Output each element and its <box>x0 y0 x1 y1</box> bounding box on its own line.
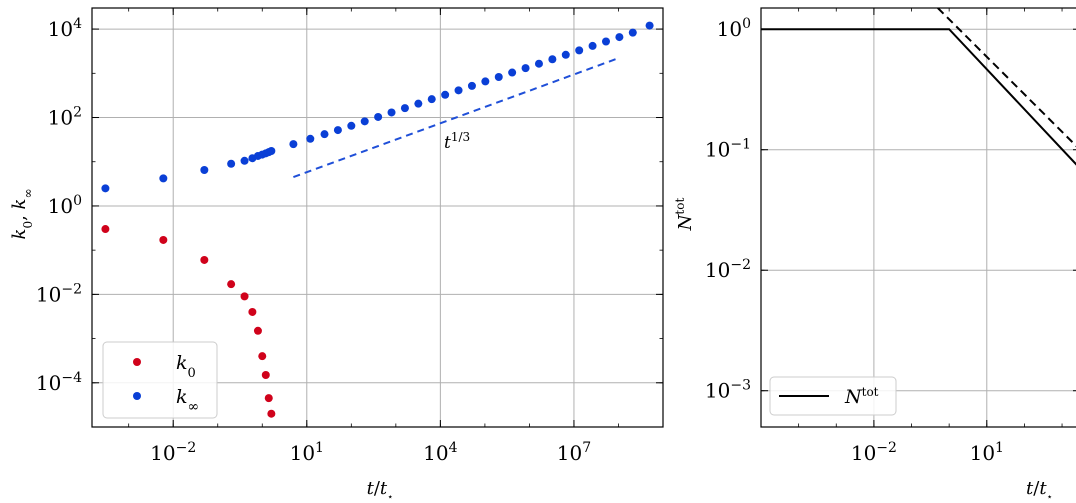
point-k0 <box>264 394 273 403</box>
point-kinf <box>267 146 276 155</box>
point-k0 <box>258 352 267 361</box>
y-tick-label: 10−3 <box>705 378 751 403</box>
y-tick-label: 10−4 <box>36 370 82 395</box>
y-tick-label: 104 <box>48 16 82 41</box>
point-kinf <box>467 81 476 90</box>
guide-t13-line <box>293 57 619 179</box>
point-kinf <box>200 166 209 175</box>
point-kinf <box>289 140 298 149</box>
legend-ntot-label: Ntot <box>844 385 879 408</box>
point-k0 <box>261 371 270 380</box>
point-kinf <box>227 159 236 168</box>
point-kinf <box>575 46 584 55</box>
point-kinf <box>548 55 557 64</box>
left-guide-line <box>293 57 619 179</box>
point-kinf <box>240 156 249 165</box>
point-k0 <box>200 255 209 264</box>
legend-k0-marker <box>133 358 141 366</box>
point-kinf <box>333 126 342 135</box>
guide-label-exp: 1/3 <box>451 130 470 144</box>
point-kinf <box>494 72 503 81</box>
point-kinf <box>320 130 329 139</box>
point-k0 <box>159 235 168 244</box>
y-tick-label: 102 <box>48 105 82 130</box>
guide-label-base: t <box>444 133 451 153</box>
left-data-points <box>101 21 654 418</box>
point-k0 <box>101 225 110 234</box>
point-kinf <box>159 174 168 183</box>
x-tick-label: 107 <box>557 440 591 465</box>
y-tick-label: 10−2 <box>36 281 82 306</box>
point-k0 <box>267 409 276 418</box>
point-k0 <box>227 280 236 289</box>
left-guide-label: t1/3 <box>444 130 470 153</box>
left-tick-labels: 10−2 101 104 107 10−4 10−2 100 102 104 <box>36 16 591 465</box>
legend-kinf-marker <box>133 392 141 400</box>
point-kinf <box>306 134 315 143</box>
point-kinf <box>601 37 610 46</box>
point-kinf <box>427 95 436 104</box>
left-y-axis-label: k0, k∞ <box>9 189 35 240</box>
y-tick-label: 10−2 <box>705 257 751 282</box>
left-legend: k0 k∞ <box>102 341 218 419</box>
right-x-axis-label: t/t⋆ <box>1026 478 1053 503</box>
right-lines <box>761 8 1076 166</box>
x-tick-label: 10−2 <box>150 440 196 465</box>
point-kinf <box>454 86 463 95</box>
right-grid <box>761 8 1076 427</box>
x-tick-label: 104 <box>423 440 457 465</box>
point-kinf <box>534 59 543 68</box>
point-kinf <box>561 50 570 59</box>
left-legend-box <box>102 341 218 419</box>
point-kinf <box>360 117 369 126</box>
left-plot-frame <box>91 7 664 428</box>
x-tick-label: 101 <box>290 440 324 465</box>
point-kinf <box>588 41 597 50</box>
point-kinf <box>481 77 490 86</box>
point-kinf <box>374 112 383 121</box>
right-chart: 10−2 101 10−3 10−2 10−1 100 Ntot t/t⋆ Ntot <box>673 7 1076 503</box>
left-ticks <box>92 8 664 428</box>
x-tick-label: 101 <box>970 440 1004 465</box>
point-kinf <box>400 104 409 113</box>
right-legend-box <box>769 376 897 416</box>
y-tick-label: 100 <box>717 16 751 41</box>
point-kinf <box>441 90 450 99</box>
point-kinf <box>347 121 356 130</box>
left-x-axis-label: t/t⋆ <box>367 478 394 503</box>
legend-kinf-label: k∞ <box>176 386 199 415</box>
point-kinf <box>628 28 637 37</box>
right-legend: Ntot <box>769 376 897 416</box>
point-k0 <box>240 292 249 301</box>
point-kinf <box>508 68 517 77</box>
right-plot-frame <box>760 7 1076 428</box>
x-tick-label: 10−2 <box>851 440 897 465</box>
right-y-axis-label: Ntot <box>673 198 696 232</box>
right-ticks <box>760 8 1076 427</box>
left-chart: 10−2 101 104 107 10−4 10−2 100 102 104 t1/3 k0 k… <box>9 7 664 503</box>
point-kinf <box>101 184 110 193</box>
right-tick-labels: 10−2 101 10−3 10−2 10−1 100 <box>705 16 1004 465</box>
point-kinf <box>645 21 654 30</box>
ntot-reference-dashed-line <box>937 8 1076 148</box>
point-kinf <box>615 33 624 42</box>
ntot-line <box>761 28 1076 166</box>
point-k0 <box>248 307 257 316</box>
legend-k0-label: k0 <box>176 352 196 381</box>
point-kinf <box>414 99 423 108</box>
point-kinf <box>387 108 396 117</box>
y-tick-label: 100 <box>48 193 82 218</box>
point-kinf <box>521 64 530 73</box>
y-tick-label: 10−1 <box>705 137 751 162</box>
point-k0 <box>253 326 262 335</box>
